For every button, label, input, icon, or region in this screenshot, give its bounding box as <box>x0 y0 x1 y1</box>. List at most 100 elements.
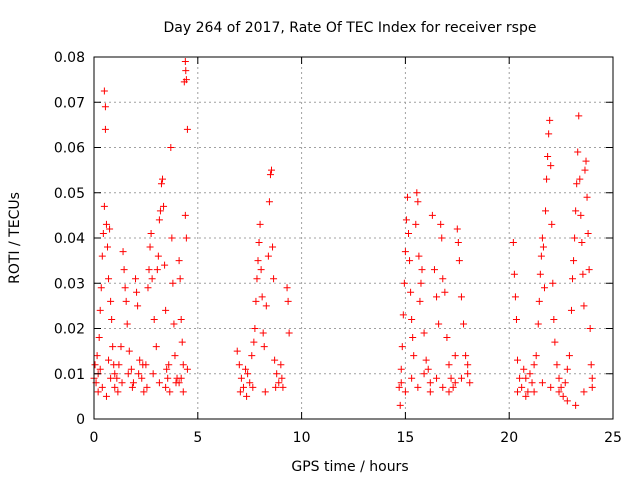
data-point <box>95 334 103 342</box>
data-point <box>417 279 425 287</box>
data-point <box>118 379 126 387</box>
data-point <box>91 361 99 369</box>
data-point <box>105 275 113 283</box>
data-point <box>516 374 524 382</box>
data-point <box>262 302 270 310</box>
x-tick-labels: 0 5 10 15 20 25 <box>90 430 622 446</box>
data-point <box>433 374 441 382</box>
data-point <box>408 374 416 382</box>
data-point <box>243 392 251 400</box>
data-point <box>101 103 109 111</box>
data-point <box>94 388 102 396</box>
data-point <box>585 266 593 274</box>
data-point <box>538 234 546 242</box>
y-tick-label: 0.01 <box>54 367 85 383</box>
data-point <box>466 379 474 387</box>
data-point <box>582 157 590 165</box>
data-point <box>557 383 565 391</box>
data-point <box>273 370 281 378</box>
data-point <box>132 275 140 283</box>
data-point <box>152 343 160 351</box>
data-point <box>544 153 552 161</box>
data-point <box>182 234 190 242</box>
data-point <box>572 401 580 409</box>
data-point <box>277 361 285 369</box>
data-point <box>439 383 447 391</box>
data-point <box>177 374 185 382</box>
data-point <box>414 383 422 391</box>
data-point <box>154 252 162 260</box>
data-point <box>148 275 156 283</box>
y-tick-label: 0.02 <box>54 322 85 338</box>
data-point <box>528 379 536 387</box>
data-point <box>462 352 470 360</box>
data-point <box>101 125 109 133</box>
data-point <box>514 356 522 364</box>
data-point <box>588 374 596 382</box>
data-point <box>522 392 530 400</box>
data-point <box>412 220 420 228</box>
data-point <box>422 356 430 364</box>
data-point <box>96 306 104 314</box>
data-point <box>555 374 563 382</box>
data-point <box>526 370 534 378</box>
data-point <box>156 207 164 215</box>
data-point <box>416 297 424 305</box>
data-point <box>171 352 179 360</box>
data-point <box>115 361 123 369</box>
data-point <box>569 275 577 283</box>
data-point <box>581 166 589 174</box>
data-points <box>90 58 596 409</box>
data-point <box>175 379 183 387</box>
x-tick-label: 15 <box>396 430 414 446</box>
data-point <box>415 252 423 260</box>
data-point <box>424 365 432 373</box>
data-point <box>265 198 273 206</box>
data-point <box>102 220 110 228</box>
data-point <box>255 239 263 247</box>
data-point <box>539 243 547 251</box>
data-point <box>103 243 111 251</box>
data-point <box>547 162 555 170</box>
y-tick-label: 0.04 <box>54 231 85 247</box>
data-point <box>398 343 406 351</box>
x-tick-label: 5 <box>193 430 202 446</box>
data-point <box>100 202 108 210</box>
data-point <box>120 266 128 274</box>
data-point <box>400 279 408 287</box>
data-point <box>129 379 137 387</box>
data-point <box>574 148 582 156</box>
data-point <box>107 374 115 382</box>
data-point <box>587 361 595 369</box>
data-point <box>179 388 187 396</box>
data-point <box>570 257 578 265</box>
data-point <box>545 130 553 138</box>
data-point <box>106 225 114 233</box>
data-point <box>535 297 543 305</box>
data-point <box>520 365 528 373</box>
data-point <box>175 257 183 265</box>
data-point <box>264 252 272 260</box>
data-point <box>438 234 446 242</box>
data-point <box>401 388 409 396</box>
data-point <box>445 388 453 396</box>
data-point <box>261 388 269 396</box>
data-point <box>168 234 176 242</box>
data-point <box>124 370 132 378</box>
data-point <box>111 383 119 391</box>
data-point <box>455 257 463 265</box>
x-tick-label: 0 <box>90 430 99 446</box>
data-point <box>163 365 171 373</box>
data-point <box>142 361 150 369</box>
data-point <box>579 270 587 278</box>
data-point <box>177 315 185 323</box>
data-point <box>143 383 151 391</box>
data-point <box>96 365 104 373</box>
chart-title: Day 264 of 2017, Rate Of TEC Index for r… <box>164 20 537 36</box>
data-point <box>572 207 580 215</box>
data-point <box>549 279 557 287</box>
data-point <box>283 284 291 292</box>
data-point <box>279 383 287 391</box>
data-point <box>443 334 451 342</box>
data-point <box>451 352 459 360</box>
